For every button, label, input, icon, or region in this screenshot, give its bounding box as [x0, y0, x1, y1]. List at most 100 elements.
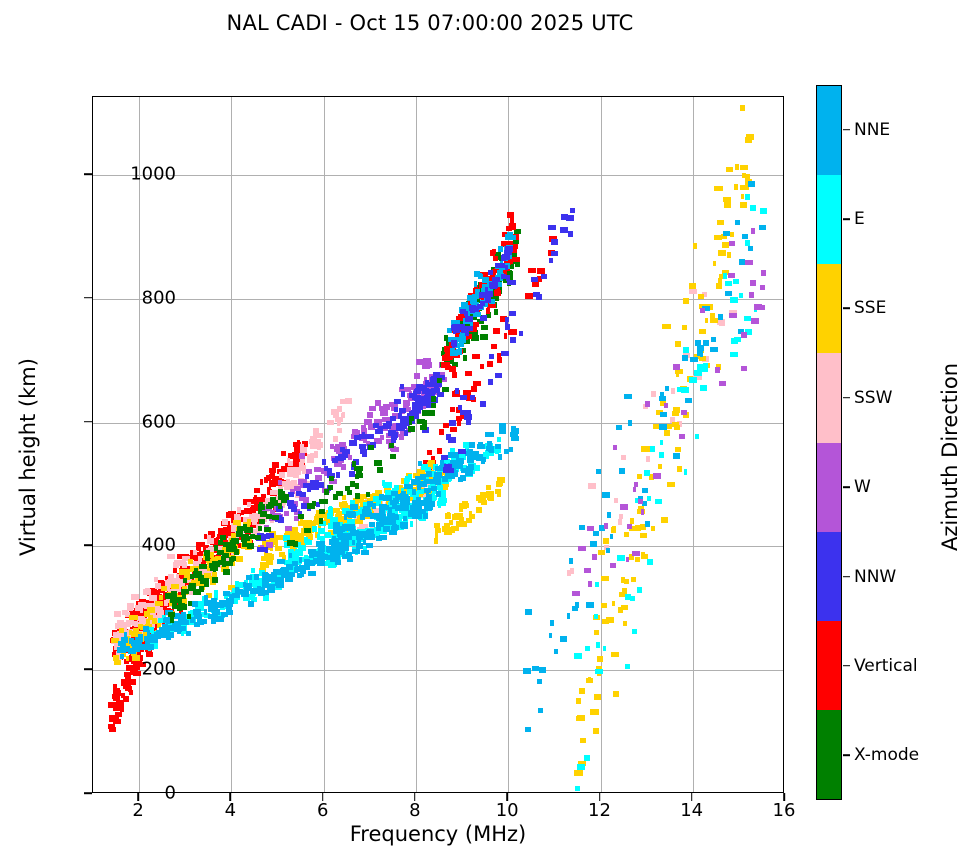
y-tick-mark — [84, 544, 92, 547]
scatter-point — [405, 495, 411, 502]
scatter-point — [367, 444, 374, 451]
scatter-point — [297, 520, 304, 527]
scatter-point — [492, 255, 498, 262]
scatter-point — [161, 581, 169, 587]
scatter-point — [126, 679, 136, 685]
scatter-point — [525, 726, 532, 733]
scatter-point — [452, 471, 458, 478]
scatter-point — [738, 292, 743, 299]
scatter-point — [119, 644, 126, 650]
scatter-point — [210, 597, 217, 604]
scatter-point — [474, 321, 479, 328]
scatter-point — [709, 346, 719, 353]
scatter-point — [586, 602, 594, 608]
scatter-point — [259, 514, 264, 520]
scatter-point — [745, 134, 755, 140]
scatter-point — [211, 618, 216, 624]
scatter-point — [340, 398, 346, 405]
scatter-point — [205, 592, 212, 599]
scatter-point — [116, 700, 125, 706]
scatter-point — [463, 355, 467, 361]
scatter-point — [300, 571, 305, 578]
scatter-point — [359, 433, 367, 440]
scatter-point — [522, 668, 532, 674]
scatter-point — [618, 607, 624, 613]
scatter-point — [351, 548, 360, 555]
scatter-point — [472, 380, 482, 387]
scatter-point — [112, 690, 121, 696]
scatter-point — [414, 476, 420, 482]
scatter-point — [672, 453, 681, 459]
scatter-point — [374, 400, 382, 406]
scatter-point — [142, 626, 149, 632]
scatter-point — [270, 509, 275, 516]
scatter-point — [660, 400, 666, 407]
scatter-point — [459, 521, 467, 527]
scatter-point — [536, 268, 545, 274]
scatter-point — [262, 533, 271, 540]
scatter-point — [262, 582, 269, 588]
scatter-point — [266, 559, 274, 565]
y-tick-label: 600 — [141, 411, 176, 433]
scatter-point — [717, 314, 724, 320]
scatter-point — [532, 281, 539, 287]
scatter-point — [560, 227, 568, 233]
scatter-point — [548, 236, 557, 242]
scatter-point — [350, 500, 355, 506]
scatter-point — [479, 292, 486, 298]
scatter-point — [302, 441, 309, 447]
scatter-point — [506, 231, 514, 238]
scatter-point — [473, 281, 478, 287]
scatter-point — [656, 409, 663, 416]
scatter-point — [251, 529, 260, 535]
scatter-point — [248, 601, 255, 607]
scatter-point — [474, 271, 480, 277]
scatter-point — [434, 532, 438, 538]
scatter-point — [435, 479, 442, 486]
scatter-point — [183, 568, 189, 575]
scatter-point — [594, 668, 603, 675]
scatter-point — [203, 533, 208, 540]
scatter-point — [660, 517, 668, 523]
scatter-point — [644, 521, 651, 527]
scatter-point — [294, 485, 301, 492]
scatter-point — [475, 495, 484, 501]
scatter-point — [207, 568, 217, 574]
scatter-point — [487, 361, 494, 367]
scatter-point — [154, 621, 159, 627]
scatter-point — [139, 661, 147, 668]
scatter-point — [469, 321, 474, 327]
scatter-point — [418, 460, 422, 467]
scatter-point — [304, 473, 310, 480]
scatter-point — [408, 474, 412, 480]
scatter-point — [219, 534, 227, 541]
scatter-point — [408, 419, 413, 425]
scatter-point — [216, 549, 224, 556]
scatter-point — [446, 354, 453, 361]
colorbar — [816, 85, 842, 800]
scatter-point — [426, 410, 435, 416]
scatter-point — [307, 457, 314, 463]
scatter-point — [237, 509, 245, 516]
scatter-point — [164, 616, 168, 623]
scatter-point — [257, 586, 264, 593]
scatter-point — [620, 577, 625, 583]
scatter-point — [180, 611, 187, 618]
scatter-point — [133, 660, 142, 667]
scatter-point — [469, 394, 476, 401]
scatter-point — [222, 519, 229, 525]
scatter-point — [423, 513, 428, 519]
scatter-point — [356, 538, 361, 544]
colorbar-tick-label-nnw: NNW — [854, 566, 897, 587]
scatter-point — [130, 669, 136, 676]
scatter-point — [273, 569, 279, 575]
scatter-point — [177, 553, 184, 560]
scatter-point — [634, 556, 640, 563]
scatter-point — [751, 318, 759, 324]
scatter-point — [416, 484, 422, 490]
scatter-point — [642, 500, 647, 507]
scatter-point — [153, 594, 162, 601]
scatter-point — [348, 524, 355, 530]
x-tick-label: 6 — [316, 800, 329, 821]
scatter-point — [239, 516, 247, 523]
